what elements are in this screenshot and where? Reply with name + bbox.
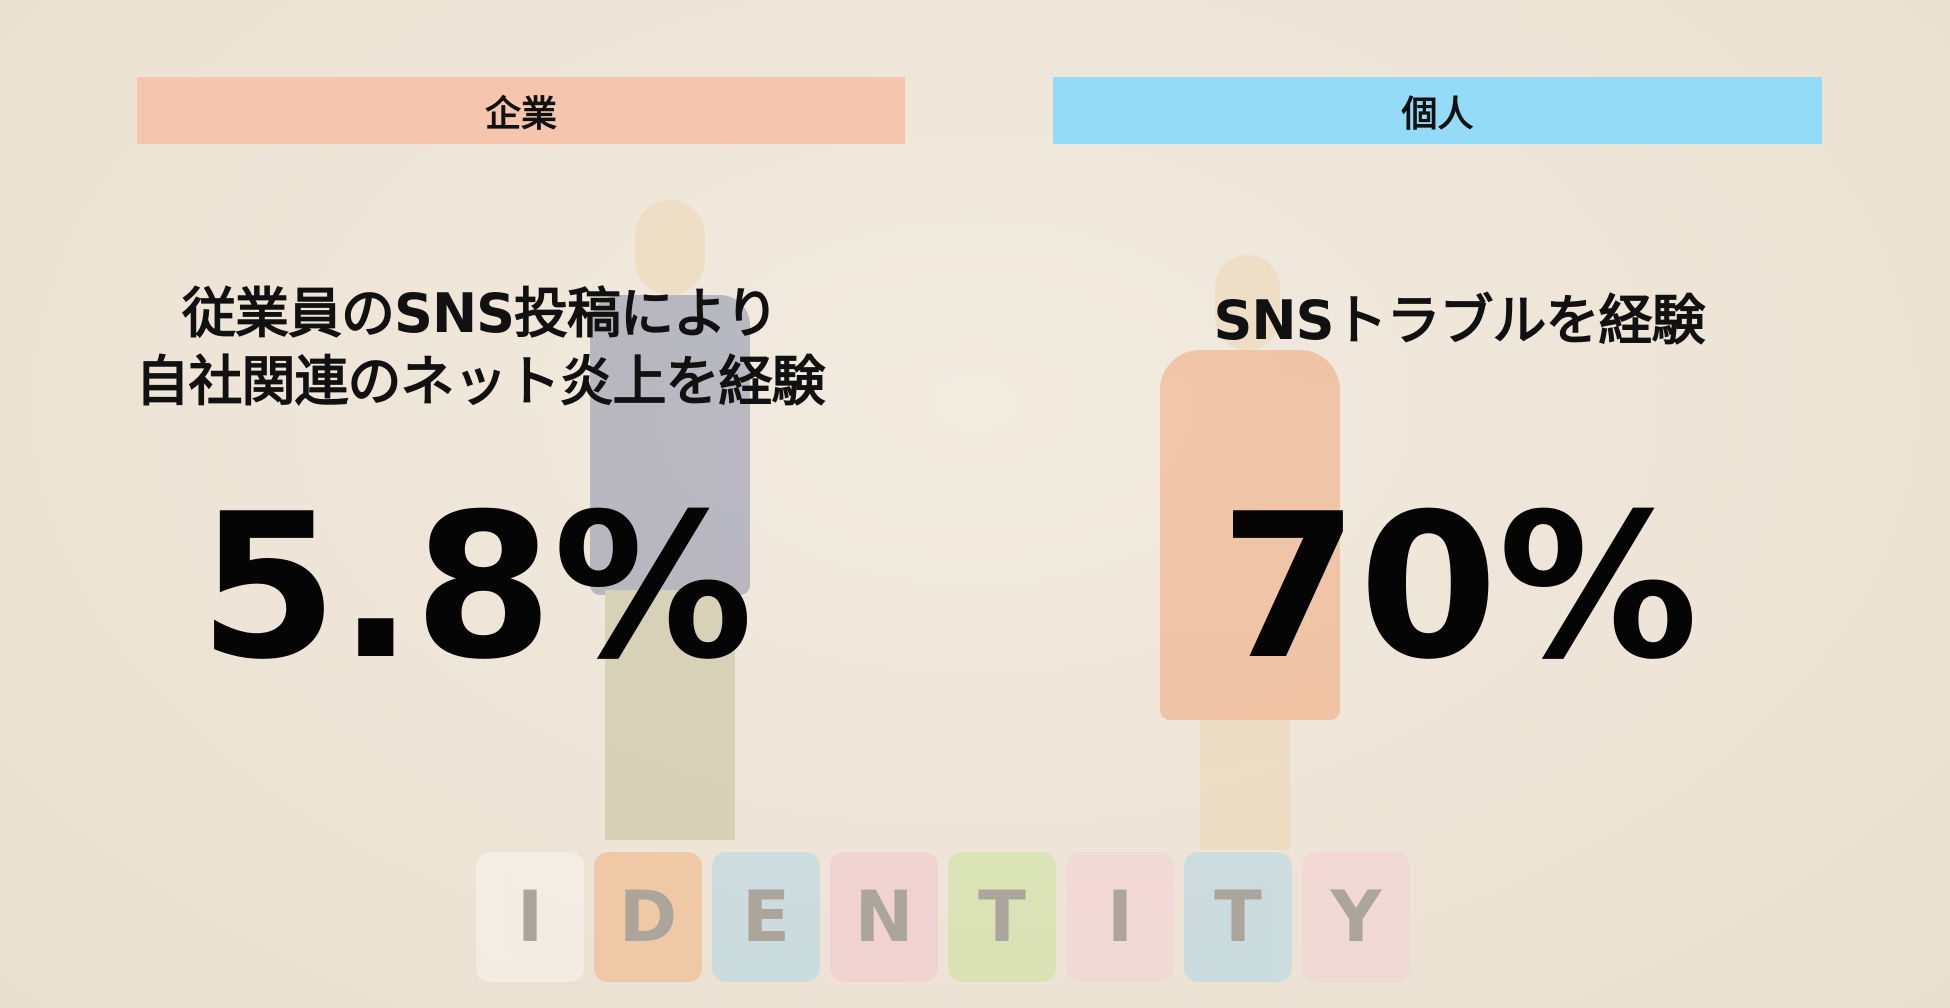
male-figure-image	[560, 200, 790, 850]
female-figure-image	[1150, 255, 1350, 855]
block-letter: D	[618, 876, 678, 958]
individual-heading: SNSトラブルを経験	[1059, 287, 1859, 355]
individual-label: 個人	[1401, 93, 1474, 135]
block-letter: E	[742, 876, 790, 958]
block-letter: T	[978, 876, 1026, 958]
individual-percentage: 70%	[1219, 471, 1699, 704]
block-letter: N	[854, 876, 914, 958]
block-letter: T	[1214, 876, 1262, 958]
company-heading: 従業員のSNS投稿により 自社関連のネット炎上を経験	[80, 280, 880, 416]
company-label: 企業	[484, 93, 557, 135]
company-percentage: 5.8%	[198, 471, 754, 704]
individual-heading-line-1: SNSトラブルを経験	[1213, 289, 1706, 352]
block-letter: I	[1106, 876, 1134, 958]
individual-label-bar: 個人	[1053, 77, 1822, 144]
block-letter: Y	[1330, 876, 1382, 958]
company-heading-line-2: 自社関連のネット炎上を経験	[135, 350, 826, 413]
block-letter: I	[516, 876, 544, 958]
company-label-bar: 企業	[137, 77, 905, 144]
company-heading-line-1: 従業員のSNS投稿により	[182, 282, 779, 345]
